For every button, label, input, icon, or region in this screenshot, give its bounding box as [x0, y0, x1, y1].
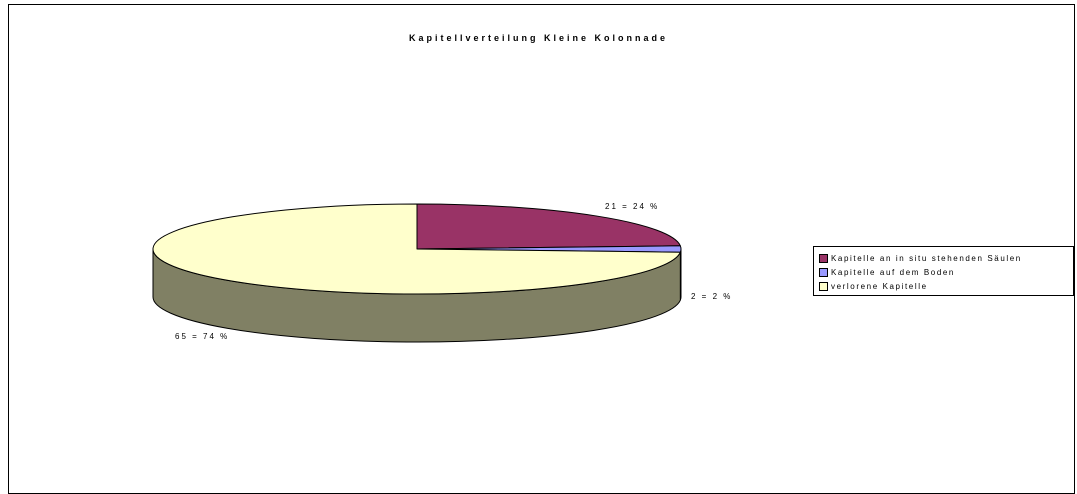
- legend-item-in-situ: Kapitelle an in situ stehenden Säulen: [819, 251, 1073, 265]
- legend-swatch-boden: [819, 267, 828, 277]
- pie-slice-in-situ: [416, 203, 681, 250]
- legend: Kapitelle an in situ stehenden Säulen Ka…: [813, 246, 1074, 296]
- legend-item-boden: Kapitelle auf dem Boden: [819, 265, 1073, 279]
- legend-label-boden: Kapitelle auf dem Boden: [831, 267, 955, 277]
- pie-slice-verloren: [152, 203, 681, 295]
- data-label-in-situ: 21 = 24 %: [605, 202, 660, 211]
- data-label-boden: 2 = 2 %: [691, 292, 733, 301]
- legend-label-verloren: verlorene Kapitelle: [831, 281, 928, 291]
- data-label-verloren: 65 = 74 %: [175, 332, 230, 341]
- legend-swatch-in-situ: [819, 253, 828, 263]
- chart-title: Kapitellverteilung Kleine Kolonnade: [408, 33, 669, 43]
- legend-label-in-situ: Kapitelle an in situ stehenden Säulen: [831, 253, 1022, 263]
- legend-item-verloren: verlorene Kapitelle: [819, 279, 1073, 293]
- legend-swatch-verloren: [819, 281, 828, 291]
